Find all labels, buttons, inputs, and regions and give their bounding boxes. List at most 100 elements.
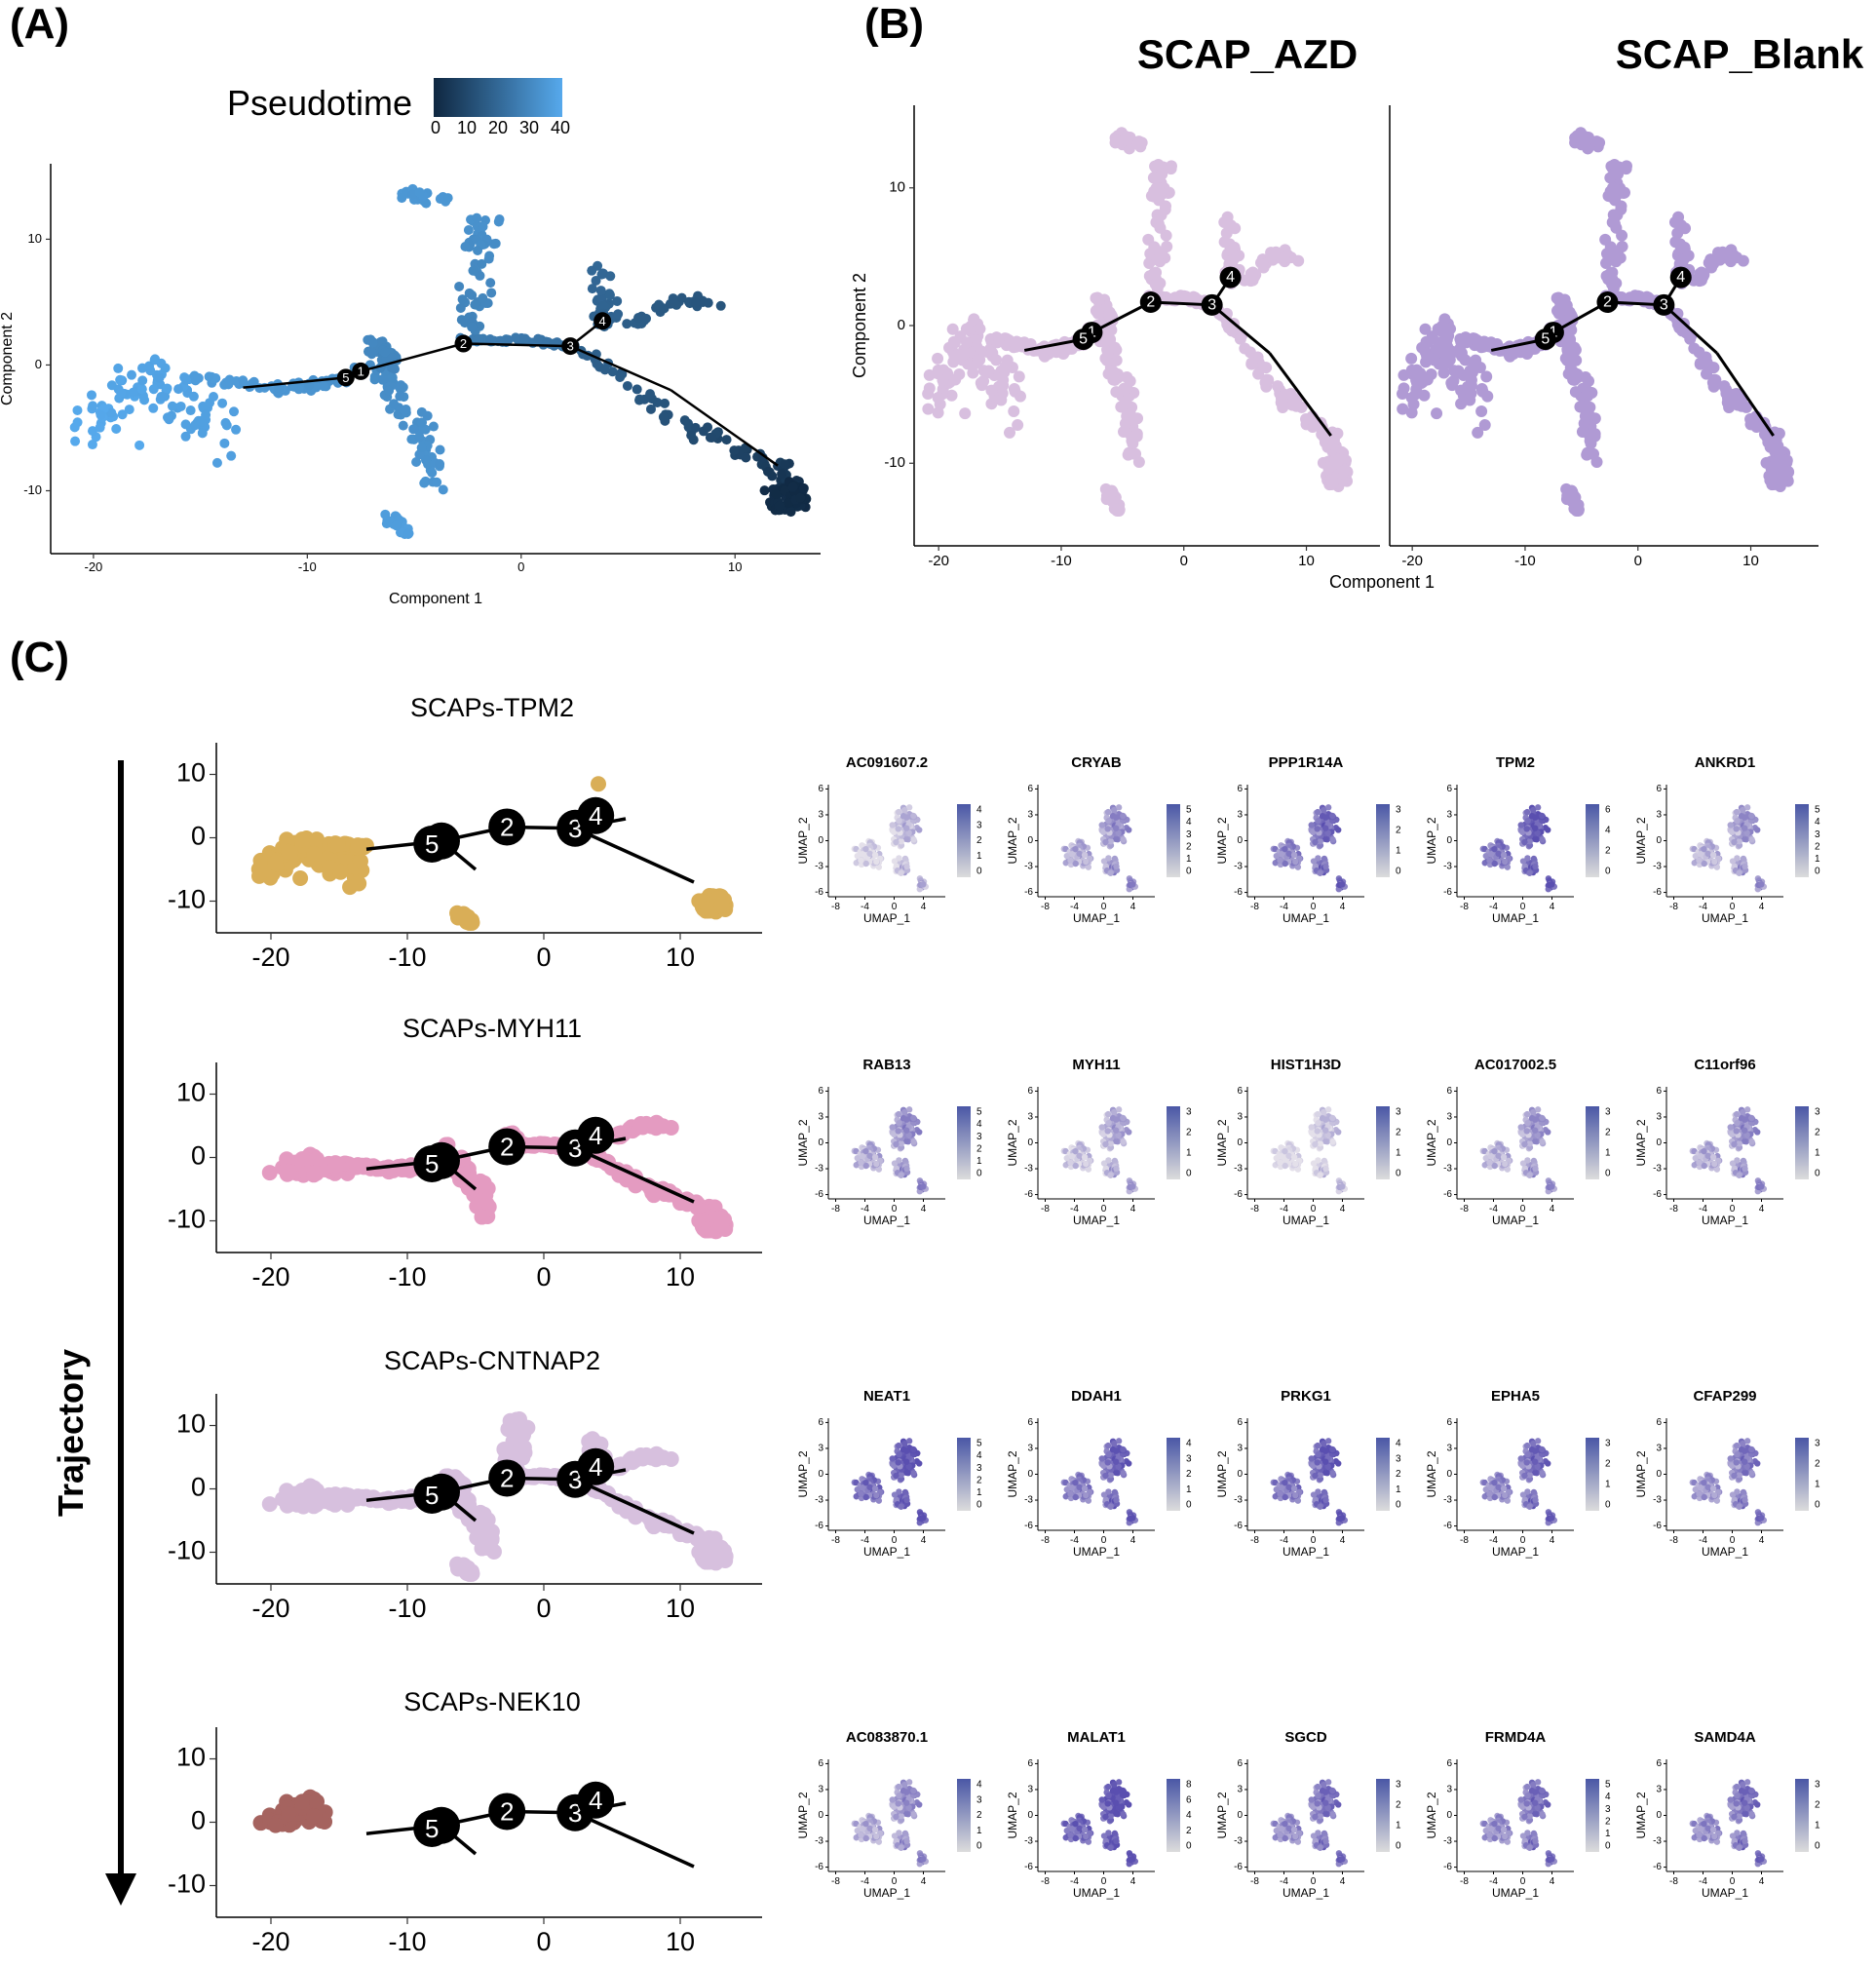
umap-point	[1126, 827, 1132, 833]
y-tick-label: -10	[168, 1870, 206, 1899]
data-point	[1244, 346, 1256, 359]
branch-node	[352, 362, 370, 380]
data-point	[332, 864, 349, 880]
umap-point	[1502, 858, 1509, 866]
x-tick-label: 10	[728, 559, 742, 574]
data-point	[306, 1496, 323, 1513]
colorbar-tick-label: 1	[1396, 846, 1401, 857]
data-point	[1008, 405, 1020, 417]
umap-point	[903, 863, 910, 870]
data-point	[1576, 425, 1589, 438]
data-point	[1156, 168, 1168, 180]
legend-colorbar	[434, 78, 562, 117]
data-point	[115, 374, 126, 385]
data-point	[1233, 250, 1245, 262]
data-point	[352, 853, 368, 869]
data-point	[1135, 136, 1148, 149]
data-point	[1272, 380, 1284, 393]
data-point	[463, 224, 474, 235]
data-point	[239, 378, 249, 389]
data-point	[1278, 251, 1290, 264]
umap-point	[1539, 812, 1546, 820]
data-point	[306, 845, 323, 862]
data-point	[1333, 453, 1346, 466]
branch-node-label: 4	[589, 1786, 602, 1815]
data-point	[1640, 290, 1653, 303]
data-point	[1110, 386, 1123, 399]
umap-y-tick-label: 0	[1446, 835, 1452, 846]
data-point	[1464, 394, 1476, 406]
data-point	[1149, 278, 1162, 290]
data-point	[478, 292, 488, 303]
data-point	[224, 374, 235, 385]
y-tick-label: 0	[191, 1473, 206, 1502]
data-point	[1610, 221, 1623, 234]
branch-node-label: 3	[1660, 296, 1668, 313]
data-point	[70, 436, 81, 446]
branch-node-label: 3	[567, 339, 574, 354]
x-tick-label: 0	[1180, 553, 1188, 569]
data-point	[134, 440, 145, 450]
data-point	[408, 424, 419, 435]
umap-point	[1317, 869, 1323, 876]
umap-point	[1113, 863, 1120, 870]
data-point	[267, 1817, 284, 1833]
data-point	[595, 286, 606, 296]
data-point	[1110, 368, 1123, 381]
data-point	[982, 365, 995, 377]
data-point	[201, 409, 211, 420]
data-point	[970, 333, 982, 346]
x-tick-label: 10	[666, 1927, 695, 1956]
legend-tick-label: 0	[431, 118, 440, 137]
y-tick-label: -10	[884, 454, 905, 471]
gene-title: TPM2	[1496, 754, 1535, 771]
umap-x-tick-label: 4	[1340, 902, 1346, 912]
colorbar-tick-label: 6	[1605, 805, 1611, 816]
data-point	[698, 296, 708, 307]
data-point	[1721, 397, 1734, 409]
umap-points	[1479, 804, 1558, 893]
umap-point	[1321, 825, 1329, 831]
branch-node-label: 4	[599, 314, 606, 328]
data-point	[474, 1209, 490, 1225]
trajectory-segment	[574, 827, 695, 884]
umap-points	[1689, 804, 1768, 893]
data-point	[1121, 409, 1133, 422]
colorbar-tick-label: 3	[976, 820, 982, 830]
panel-label-a: (A)	[10, 0, 70, 48]
data-point	[494, 214, 505, 225]
umap-y-tick-label: 3	[1027, 810, 1033, 821]
umap-point	[920, 881, 927, 888]
y-tick-label: 10	[176, 758, 206, 788]
umap-point	[1532, 814, 1539, 821]
data-point	[1480, 370, 1493, 383]
data-point	[1012, 419, 1024, 432]
umap-point	[901, 806, 908, 814]
data-point	[605, 271, 616, 282]
umap-y-label: UMAP_2	[1006, 817, 1019, 864]
umap-colorbar	[1586, 804, 1599, 877]
data-point	[72, 405, 83, 415]
trajectory-segment	[574, 1146, 695, 1204]
data-point	[787, 482, 798, 492]
branch-node	[1219, 266, 1242, 289]
umap-point	[1120, 812, 1127, 820]
data-point	[1218, 236, 1231, 249]
data-point	[1552, 306, 1565, 319]
data-point	[1275, 397, 1287, 409]
data-point	[968, 313, 980, 326]
umap-point	[1531, 825, 1539, 831]
trajectory-segment	[1268, 352, 1332, 437]
data-point	[389, 399, 400, 409]
x-tick-label: 0	[536, 1594, 551, 1623]
x-tick-label: 10	[666, 1262, 695, 1291]
umap-y-tick-label: -6	[815, 887, 823, 898]
data-point	[613, 309, 624, 320]
data-point	[342, 879, 359, 896]
branch-node-label: 2	[460, 336, 467, 351]
umap-y-tick-label: 3	[1237, 810, 1243, 821]
data-point	[1593, 136, 1606, 149]
x-tick-label: -10	[388, 1262, 426, 1291]
trajectory-segment	[360, 342, 464, 373]
umap-x-tick-label: -8	[1041, 902, 1050, 912]
